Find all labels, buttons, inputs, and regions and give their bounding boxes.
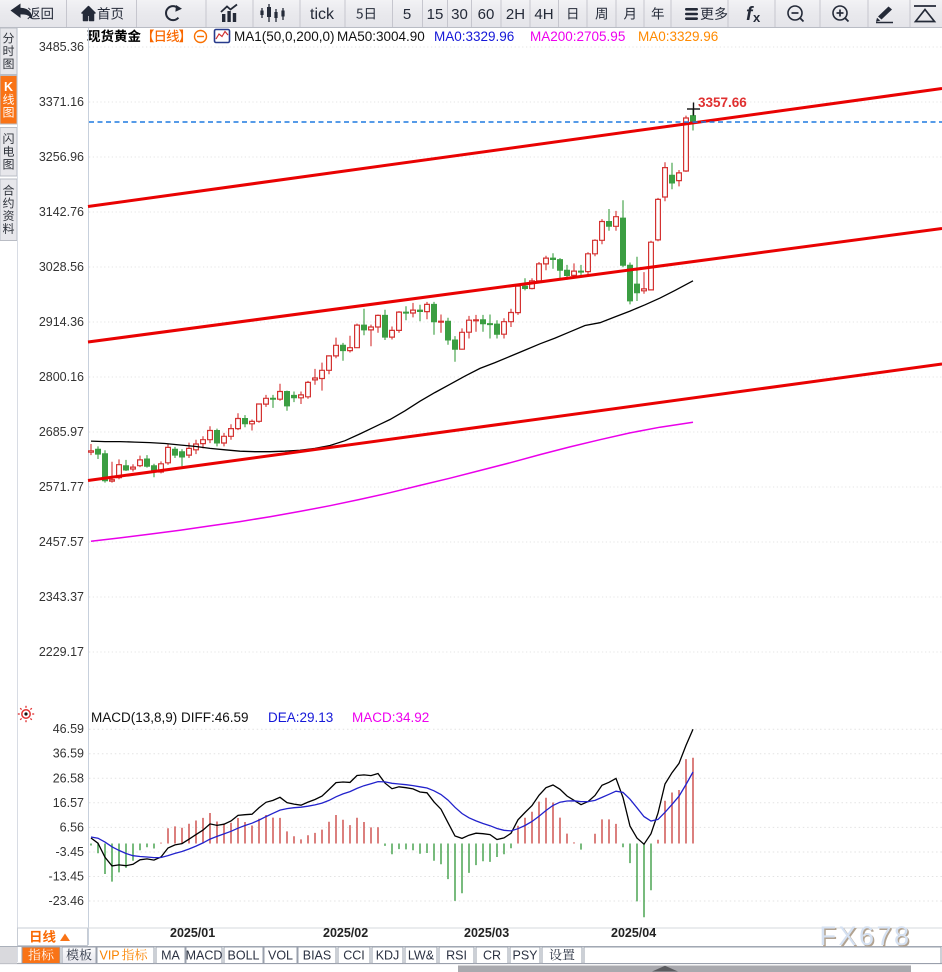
svg-text:f: f <box>746 4 754 25</box>
svg-text:2685.97: 2685.97 <box>39 425 84 439</box>
svg-text:DEA:29.13: DEA:29.13 <box>268 710 333 725</box>
svg-text:BIAS: BIAS <box>303 949 332 963</box>
svg-text:46.59: 46.59 <box>53 722 84 736</box>
svg-text:VOL: VOL <box>268 949 293 963</box>
svg-text:2800.16: 2800.16 <box>39 370 84 384</box>
svg-text:tick: tick <box>310 6 335 23</box>
svg-text:PSY: PSY <box>512 949 538 963</box>
svg-text:2914.36: 2914.36 <box>39 315 84 329</box>
svg-text:-13.45: -13.45 <box>49 869 84 883</box>
svg-text:CCI: CCI <box>343 949 365 963</box>
svg-text:16.57: 16.57 <box>53 796 84 810</box>
svg-text:-23.46: -23.46 <box>49 894 84 908</box>
svg-text:CR: CR <box>483 949 501 963</box>
svg-text:36.59: 36.59 <box>53 747 84 761</box>
svg-text:MA0:3329.96: MA0:3329.96 <box>638 29 718 44</box>
svg-text:3256.96: 3256.96 <box>39 150 84 164</box>
svg-text:2025/04: 2025/04 <box>611 926 656 940</box>
svg-text:3485.36: 3485.36 <box>39 40 84 54</box>
svg-text:KDJ: KDJ <box>376 949 400 963</box>
svg-text:MA0:3329.96: MA0:3329.96 <box>434 29 514 44</box>
svg-text:2457.57: 2457.57 <box>39 535 84 549</box>
svg-text:FX678: FX678 <box>820 921 912 951</box>
svg-text:K: K <box>4 80 13 94</box>
svg-text:-3.45: -3.45 <box>56 845 85 859</box>
svg-text:26.58: 26.58 <box>53 771 84 785</box>
svg-text:MA: MA <box>161 949 180 963</box>
svg-text:5: 5 <box>403 6 411 23</box>
svg-text:3357.66: 3357.66 <box>698 95 747 110</box>
svg-text:60: 60 <box>478 6 495 23</box>
svg-text:15: 15 <box>427 6 444 23</box>
svg-text:2025/02: 2025/02 <box>323 926 368 940</box>
svg-text:2229.17: 2229.17 <box>39 645 84 659</box>
svg-text:x: x <box>753 10 761 25</box>
svg-text:4H: 4H <box>534 6 553 23</box>
svg-text:2025/01: 2025/01 <box>170 926 215 940</box>
svg-text:BOLL: BOLL <box>228 949 260 963</box>
svg-text:30: 30 <box>451 6 468 23</box>
svg-text:3371.16: 3371.16 <box>39 95 84 109</box>
svg-text:2025/03: 2025/03 <box>464 926 509 940</box>
svg-text:VIP: VIP <box>100 949 120 963</box>
svg-text:MACD:34.92: MACD:34.92 <box>352 710 429 725</box>
svg-text:MACD: MACD <box>186 949 223 963</box>
svg-text:RSI: RSI <box>446 949 467 963</box>
svg-text:MA1(50,0,200,0): MA1(50,0,200,0) <box>234 29 335 44</box>
svg-text:MA200:2705.95: MA200:2705.95 <box>530 29 625 44</box>
svg-text:6.56: 6.56 <box>60 820 84 834</box>
svg-text:LW&: LW& <box>408 949 435 963</box>
svg-text:MACD(13,8,9) DIFF:46.59: MACD(13,8,9) DIFF:46.59 <box>91 710 249 725</box>
svg-text:2343.37: 2343.37 <box>39 590 84 604</box>
svg-text:2571.77: 2571.77 <box>39 480 84 494</box>
svg-text:2H: 2H <box>506 6 525 23</box>
svg-text:3028.56: 3028.56 <box>39 260 84 274</box>
svg-text:3142.76: 3142.76 <box>39 205 84 219</box>
svg-text:MA50:3004.90: MA50:3004.90 <box>337 29 425 44</box>
